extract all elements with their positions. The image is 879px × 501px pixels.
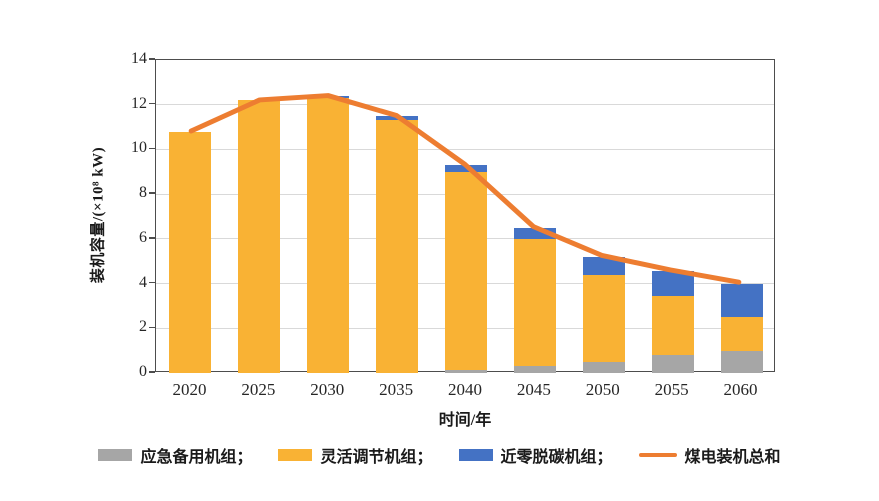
total-line-layer: [188, 93, 742, 285]
legend: 应急备用机组； 灵活调节机组； 近零脱碳机组； 煤电装机总和: [0, 443, 879, 467]
x-tick-label: 2045: [516, 380, 551, 399]
bar-segment: [582, 361, 625, 373]
plot-area: [155, 59, 775, 373]
legend-item-total: 煤电装机总和: [638, 443, 781, 467]
x-tick-label: 2050: [585, 380, 620, 399]
bar-segment: [513, 366, 556, 373]
y-tick-label: 12: [131, 94, 147, 112]
bar-segment: [169, 131, 212, 373]
y-tick-mark: [149, 102, 155, 105]
x-tick-label: 2055: [654, 380, 689, 399]
bar-segment: [307, 98, 350, 373]
legend-item-flexible-regulation: 灵活调节机组；: [278, 443, 433, 467]
y-tick-mark: [149, 326, 155, 329]
y-tick-label: 6: [139, 228, 147, 246]
bar-segment: [651, 295, 694, 356]
y-tick-label: 0: [139, 363, 147, 380]
y-tick-label: 8: [139, 184, 147, 202]
y-tick-label: 4: [139, 273, 147, 291]
bar-segment: [582, 274, 625, 362]
x-tick-label: 2040: [448, 380, 482, 399]
x-tick-label: 2035: [379, 380, 414, 399]
bar-segment: [582, 256, 625, 275]
legend-label: 应急备用机组；: [140, 449, 253, 466]
total-capacity-line: [188, 93, 742, 285]
legend-item-near-zero-decarb: 近零脱碳机组；: [458, 443, 613, 467]
gridline: [156, 104, 774, 106]
y-axis-title: 装机容量/(×10⁸ kW): [90, 146, 107, 284]
y-tick-label: 10: [131, 139, 147, 157]
x-tick-label: 2030: [310, 380, 345, 399]
x-tick-label: 2060: [723, 380, 758, 399]
bar-segment: [513, 227, 556, 239]
y-tick-mark: [149, 58, 155, 60]
bar-segment: [376, 120, 419, 373]
legend-item-emergency-backup: 应急备用机组；: [98, 443, 252, 467]
legend-label: 煤电装机总和: [684, 449, 781, 466]
orange-line-swatch-icon: [638, 452, 677, 458]
gridline: [156, 148, 774, 150]
x-tick-label: 2025: [241, 380, 276, 399]
x-tick-label: 2020: [172, 380, 207, 399]
legend-label: 近零脱碳机组；: [500, 449, 613, 466]
x-axis-title: 时间/年: [438, 412, 492, 429]
bar-segment: [513, 238, 556, 367]
y-tick-mark: [149, 192, 155, 194]
gray-bar-swatch-icon: [98, 449, 133, 461]
bar-segment: [651, 355, 694, 373]
y-tick-mark: [149, 147, 155, 150]
bar-segment: [445, 369, 487, 373]
bar-segment: [720, 317, 763, 351]
y-tick-label: 14: [131, 50, 147, 67]
bar-segment: [238, 100, 281, 373]
y-tick-mark: [149, 281, 155, 284]
yellow-bar-swatch-icon: [278, 449, 313, 461]
y-tick-mark: [149, 371, 155, 373]
bar-segment: [445, 171, 487, 370]
bar-segment: [720, 283, 763, 318]
y-tick-label: 2: [139, 318, 147, 336]
bar-segment: [720, 350, 763, 373]
legend-label: 灵活调节机组；: [320, 449, 433, 466]
y-tick-mark: [149, 237, 155, 239]
blue-bar-swatch-icon: [458, 449, 493, 461]
